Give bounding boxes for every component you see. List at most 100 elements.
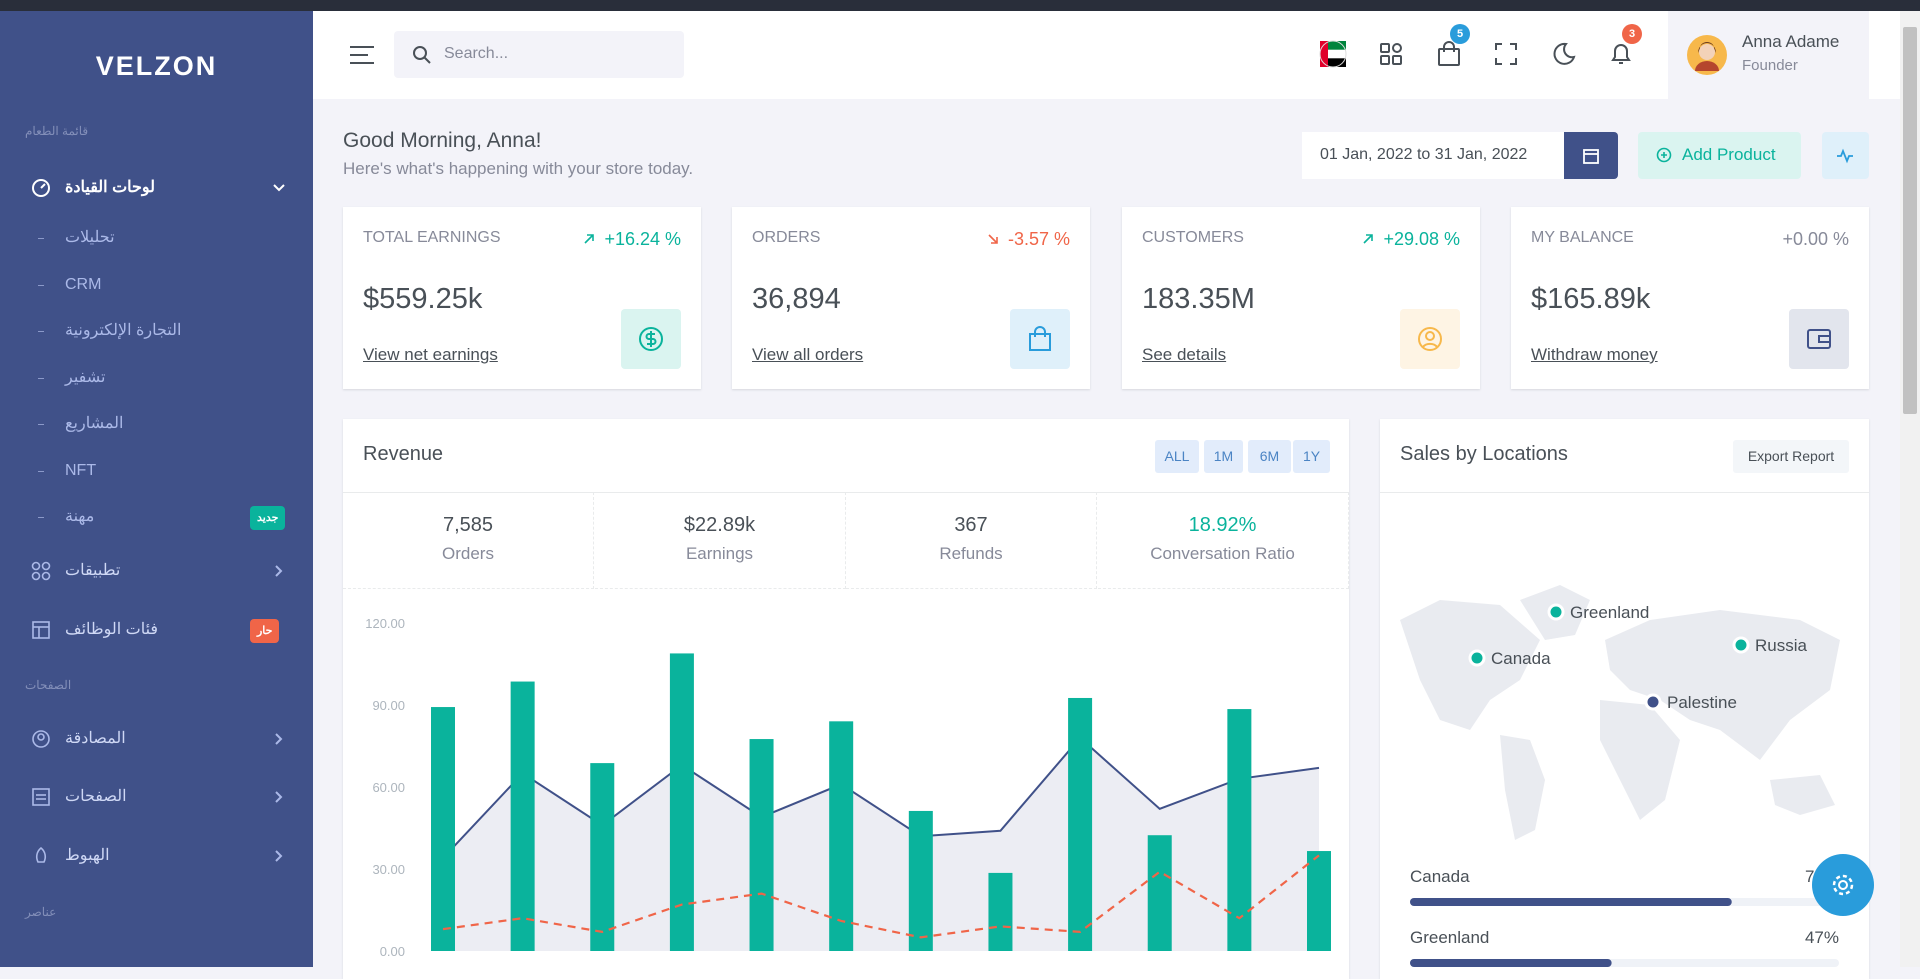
search-box[interactable]: Search... — [394, 31, 684, 78]
bullet — [38, 284, 44, 286]
card-value: 183.35M — [1142, 283, 1255, 315]
label: مهنة — [65, 508, 95, 525]
card-label: CUSTOMERS — [1142, 229, 1244, 246]
y-tick-label: 0.00 — [380, 944, 405, 959]
card-value: 36,894 — [752, 283, 841, 315]
bar — [590, 763, 615, 951]
avatar — [1687, 35, 1727, 75]
user-name: Anna Adame — [1742, 32, 1840, 51]
label: عناصر — [25, 905, 57, 919]
shape — [1425, 331, 1435, 341]
trend-arrow — [988, 234, 998, 244]
label: الهبوط — [65, 847, 110, 864]
map-marker[interactable] — [1468, 649, 1486, 667]
shape — [1029, 333, 1051, 351]
activity-button[interactable] — [1822, 132, 1869, 179]
divider — [343, 492, 1349, 493]
label: NFT — [65, 461, 97, 479]
marker-label: Palestine — [1667, 693, 1737, 712]
apps-icon[interactable] — [1379, 42, 1403, 66]
range-button[interactable]: ALL — [1155, 440, 1199, 473]
fullscreen-icon[interactable] — [1494, 42, 1518, 66]
area — [443, 737, 1319, 951]
export-button[interactable]: Export Report — [1733, 440, 1849, 473]
flag[interactable] — [1318, 40, 1348, 68]
map-marker[interactable] — [1644, 693, 1662, 711]
label: تحليلات — [65, 229, 115, 246]
chevron — [275, 850, 283, 862]
range-button[interactable]: 6M — [1248, 440, 1291, 473]
marker-label: Russia — [1755, 636, 1808, 655]
line — [442, 736, 1320, 859]
marker-label: Canada — [1491, 649, 1551, 668]
map-marker[interactable] — [1547, 603, 1565, 621]
panel-title: Revenue — [363, 443, 444, 465]
stat-label: Orders — [442, 544, 494, 563]
bullet — [38, 331, 44, 332]
stat-label: Earnings — [685, 544, 754, 563]
scrollbar-thumb[interactable] — [1903, 27, 1917, 414]
cart-icon[interactable] — [1437, 41, 1461, 67]
icon — [639, 327, 663, 351]
card-link[interactable]: Withdraw money — [1531, 345, 1658, 364]
change-text: +0.00 % — [1782, 229, 1849, 249]
card-link[interactable]: View all orders — [752, 345, 864, 364]
card-link[interactable]: View net earnings — [363, 345, 498, 364]
logo[interactable]: VELZON — [95, 51, 218, 81]
icon — [32, 179, 50, 197]
icon — [32, 788, 50, 806]
card-label: TOTAL EARNINGS — [363, 229, 501, 246]
bar — [1147, 835, 1172, 951]
arrow — [1363, 234, 1374, 244]
bar — [669, 653, 694, 951]
chevron — [273, 184, 285, 192]
label: الصفحات — [65, 788, 127, 805]
map-marker[interactable] — [1732, 636, 1750, 654]
date-range[interactable]: 01 Jan, 2022 to 31 Jan, 2022 — [1302, 132, 1564, 179]
bar — [510, 681, 535, 951]
calendar-icon — [1583, 149, 1599, 164]
label: المشاريع — [65, 415, 124, 432]
stat-cell: 367 Refunds — [846, 492, 1097, 589]
change-text: -3.57 % — [1007, 229, 1070, 249]
settings-button[interactable] — [1812, 854, 1874, 916]
range-button[interactable]: 1M — [1204, 440, 1243, 473]
change-text: +16.24 % — [604, 229, 681, 249]
dashed-line — [442, 854, 1320, 939]
badge: حار — [250, 619, 280, 643]
bullet — [38, 377, 44, 379]
activity-icon — [1837, 148, 1853, 164]
y-tick-label: 60.00 — [372, 780, 405, 795]
y-tick-label: 90.00 — [372, 698, 405, 713]
location-percent: 47% — [1805, 928, 1839, 947]
stat-value: $22.89k — [683, 514, 756, 536]
shape — [645, 331, 657, 347]
add-product-button[interactable]: Add Product — [1638, 132, 1801, 179]
arrow — [584, 234, 595, 244]
stat-cell: 18.92% Conversation Ratio — [1097, 492, 1349, 589]
cart-badge: 5 — [1450, 24, 1470, 44]
bar — [988, 872, 1013, 951]
shape — [639, 327, 663, 351]
bell-icon[interactable] — [1609, 41, 1633, 67]
trend-arrow — [1363, 234, 1374, 244]
calendar-button[interactable] — [1564, 132, 1618, 179]
chevron — [275, 791, 283, 803]
stat-card: TOTAL EARNINGS +16.24 % $559.25k View net e… — [343, 207, 701, 389]
bullet — [38, 238, 44, 239]
card-change: +16.24 % — [582, 229, 681, 250]
label: فئات الوظائف — [65, 621, 159, 638]
menu-toggle[interactable] — [348, 44, 376, 66]
bar — [1227, 709, 1252, 951]
theme-icon[interactable] — [1552, 42, 1576, 66]
bar — [1068, 697, 1093, 951]
card-link[interactable]: See details — [1142, 345, 1227, 364]
panel-title: Sales by Locations — [1400, 443, 1568, 465]
world-map — [1400, 585, 1840, 840]
card-label: MY BALANCE — [1531, 229, 1634, 246]
card-icon — [621, 309, 681, 369]
card-value: $559.25k — [363, 283, 483, 315]
range-button[interactable]: 1Y — [1293, 440, 1330, 473]
stat-label: Conversation Ratio — [1150, 544, 1295, 563]
